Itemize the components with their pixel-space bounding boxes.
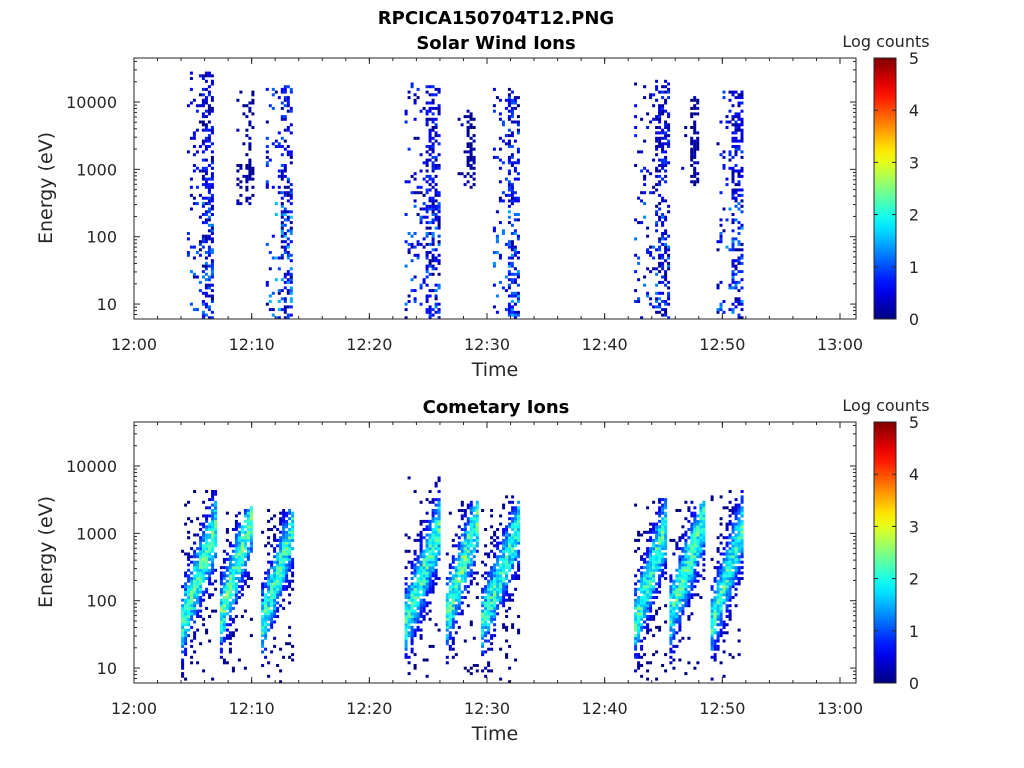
cometary-title: Cometary Ions xyxy=(423,397,570,418)
colorbar-tick-label: 4 xyxy=(909,465,919,484)
colorbar-tick-label: 0 xyxy=(909,310,919,329)
x-tick-label: 12:50 xyxy=(699,699,745,718)
x-tick-label: 12:30 xyxy=(464,699,510,718)
solar-wind-plot-area: 12:00 12:10 12:20 12:30 12:40 12:50 13:0010100… xyxy=(66,49,919,354)
x-tick-label: 12:50 xyxy=(699,335,745,354)
cluster-5 xyxy=(481,495,521,683)
cluster-2 xyxy=(261,509,295,683)
cluster-0 xyxy=(181,490,218,681)
colorbar-tick-label: 5 xyxy=(909,49,919,68)
spectrogram-cells xyxy=(181,476,744,683)
x-tick-label: 12:20 xyxy=(346,335,392,354)
solar-wind-panel: Solar Wind Ions 12:00 12:10 12:20 12:30 12:4… xyxy=(35,32,930,381)
x-tick-label: 13:00 xyxy=(817,699,863,718)
y-tick-label: 1000 xyxy=(76,524,117,543)
colorbar-tick-label: 1 xyxy=(909,622,919,641)
x-tick-label: 12:10 xyxy=(229,699,275,718)
figure-title: RPCICA150704T12.PNG xyxy=(378,8,614,29)
colorbar-tick-label: 2 xyxy=(909,570,919,589)
colorbar-tick-label: 0 xyxy=(909,674,919,693)
solar-wind-ylabel: Energy (eV) xyxy=(35,132,57,244)
y-tick-label: 10000 xyxy=(66,93,117,112)
x-tick-label: 12:00 xyxy=(111,335,157,354)
x-tick-label: 12:30 xyxy=(464,335,510,354)
cometary-panel: Cometary Ions 12:00 12:10 12:20 12:30 12:40 1… xyxy=(35,396,930,745)
cluster-3 xyxy=(404,82,441,319)
colorbar-tick-label: 5 xyxy=(909,413,919,432)
y-tick-label: 1000 xyxy=(76,160,117,179)
cluster-5 xyxy=(492,87,520,319)
cluster-4 xyxy=(445,500,479,676)
cluster-7 xyxy=(669,500,706,676)
cluster-6 xyxy=(634,79,671,319)
x-tick-label: 13:00 xyxy=(817,335,863,354)
cluster-7 xyxy=(681,96,700,187)
solar-wind-xlabel: Time xyxy=(471,359,519,381)
colorbar: 0 1 2 3 4 5 xyxy=(873,49,919,329)
cluster-0 xyxy=(186,71,214,319)
colorbar-tick-label: 4 xyxy=(909,101,919,120)
spectrogram-cells xyxy=(186,71,744,319)
colorbar: 0 1 2 3 4 5 xyxy=(873,413,919,693)
y-tick-label: 10000 xyxy=(66,457,117,476)
cluster-4 xyxy=(457,109,476,189)
cluster-3 xyxy=(404,476,441,678)
x-tick-label: 12:40 xyxy=(582,699,628,718)
x-tick-label: 12:40 xyxy=(582,335,628,354)
cometary-xlabel: Time xyxy=(471,723,519,745)
x-tick-label: 12:20 xyxy=(346,699,392,718)
x-tick-label: 12:10 xyxy=(229,335,275,354)
cluster-2 xyxy=(265,85,293,319)
y-tick-label: 10 xyxy=(97,295,117,314)
colorbar-tick-label: 3 xyxy=(909,517,919,536)
solar-wind-title: Solar Wind Ions xyxy=(416,33,575,54)
axes-box xyxy=(133,57,857,320)
cometary-ylabel: Energy (eV) xyxy=(35,496,57,608)
cometary-colorbar-label: Log counts xyxy=(842,396,929,415)
cluster-6 xyxy=(634,498,668,681)
cometary-plot-area: 12:00 12:10 12:20 12:30 12:40 12:50 13:0010100… xyxy=(66,413,919,718)
y-tick-label: 10 xyxy=(97,659,117,678)
x-tick-label: 12:00 xyxy=(111,699,157,718)
cluster-8 xyxy=(710,490,744,681)
y-tick-label: 100 xyxy=(86,228,117,247)
cluster-1 xyxy=(236,90,255,206)
cluster-8 xyxy=(716,90,744,319)
colorbar-tick-label: 1 xyxy=(909,258,919,277)
axes-box xyxy=(133,421,857,684)
y-tick-label: 100 xyxy=(86,592,117,611)
solar-wind-colorbar-label: Log counts xyxy=(842,32,929,51)
cluster-1 xyxy=(219,506,253,673)
colorbar-tick-label: 2 xyxy=(909,206,919,225)
colorbar-tick-label: 3 xyxy=(909,153,919,172)
